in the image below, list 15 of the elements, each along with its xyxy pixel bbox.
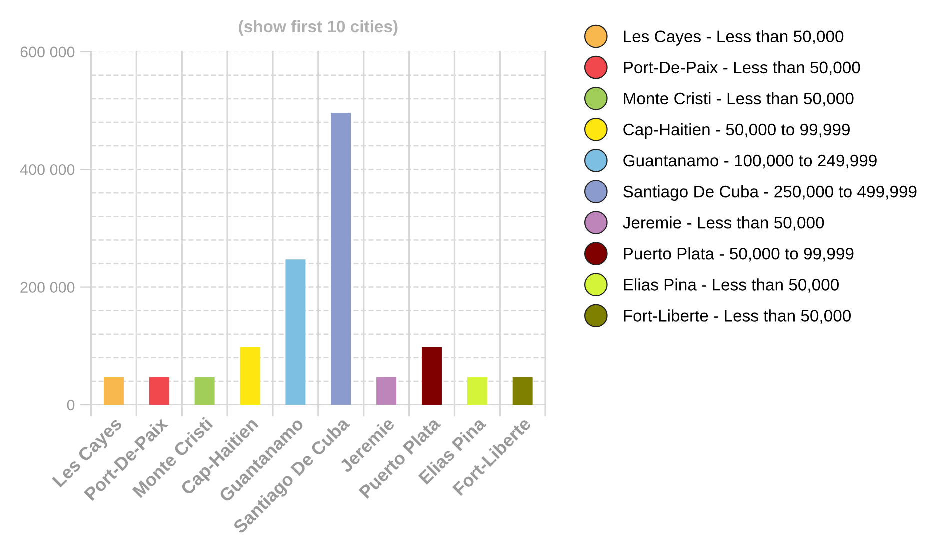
legend-label: Elias Pina - Less than 50,000: [624, 278, 839, 293]
legend-label: Santiago De Cuba - 250,000 to 499,999: [624, 185, 917, 202]
y-tick-label: 200 000: [20, 282, 75, 293]
legend-label: Les Cayes - Less than 50,000: [624, 30, 844, 46]
legend-label: Fort-Liberte - Less than 50,000: [624, 310, 852, 324]
legend-label: Puerto Plata - 50,000 to 99,999: [624, 248, 854, 262]
legend-label: Cap-Haitien - 50,000 to 99,999: [624, 123, 850, 139]
y-tick-label: 0: [67, 400, 75, 411]
chart-title: (show first 10 cities): [239, 20, 398, 36]
y-tick-label: 400 000: [20, 164, 75, 176]
legend-label: Guantanamo - 100,000 to 249,999: [624, 154, 877, 169]
y-tick-label: 600 000: [20, 46, 75, 58]
legend-label: Jeremie - Less than 50,000: [623, 216, 824, 231]
legend-label: Port-De-Paix - Less than 50,000: [624, 61, 860, 76]
legend-label: Monte Cristi - Less than 50,000: [624, 92, 854, 107]
